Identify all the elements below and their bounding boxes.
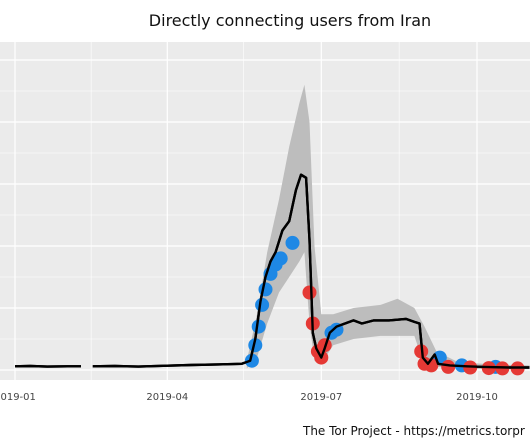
upper-outlier-point (285, 235, 300, 250)
upper-outlier-point (244, 353, 259, 368)
lower-outlier-point (302, 285, 317, 300)
range-band-layer (246, 84, 530, 370)
upper-outlier-point (273, 251, 288, 266)
x-tick-label: 2019-04 (146, 392, 188, 403)
users-line-segment (14, 364, 81, 368)
upper-outlier-point (258, 282, 273, 297)
x-tick-label: 2019-01 (0, 392, 36, 403)
expected-range-band (246, 84, 530, 370)
x-axis-ticks: 2019-01 2019-04 2019-07 2019-10 (0, 392, 498, 403)
chart-caption: The Tor Project - https://metrics.torpr (302, 424, 525, 438)
chart-title: Directly connecting users from Iran (149, 11, 431, 30)
upper-outlier-point (255, 297, 270, 312)
x-tick-label: 2019-10 (456, 392, 498, 403)
x-tick-label: 2019-07 (300, 392, 342, 403)
users-line-segment (92, 173, 530, 369)
upper-outlier-point (251, 319, 266, 334)
lower-outlier-point (441, 359, 456, 374)
outlier-points-layer (14, 173, 530, 376)
